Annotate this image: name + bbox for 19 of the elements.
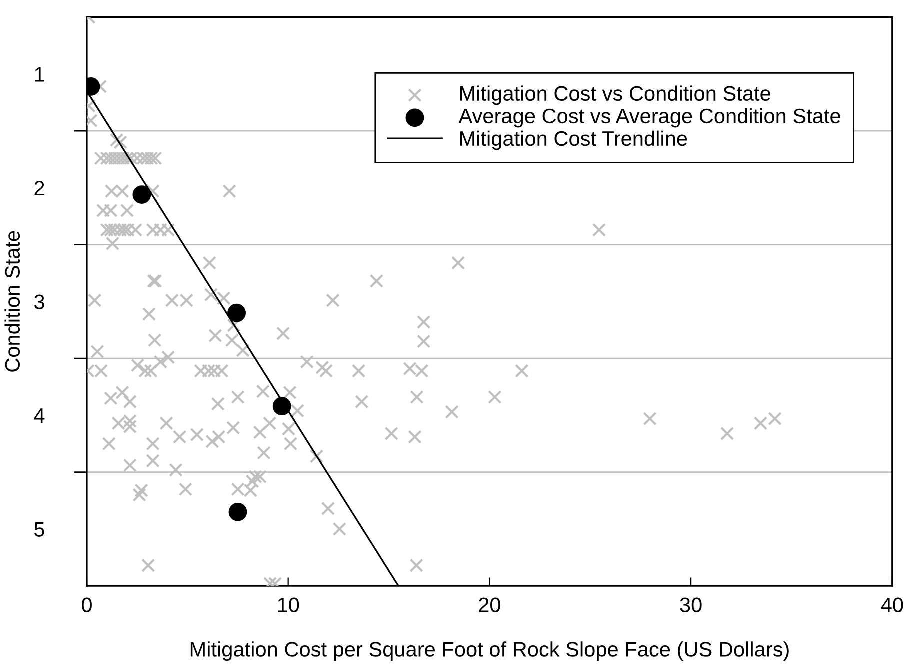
point (272, 397, 292, 416)
x-axis-title: Mitigation Cost per Square Foot of Rock Slope Face (US Dollars) (190, 642, 789, 662)
x-tick-label: 10 (278, 598, 300, 612)
point (228, 502, 248, 522)
legend-label: Mitigation Cost Trendline (460, 130, 688, 150)
y-tick-label: 3 (34, 294, 44, 310)
legend-label: Average Cost vs Average Condition State (458, 108, 840, 128)
x-tick-label: 30 (680, 598, 702, 612)
x-tick-label: 20 (479, 598, 500, 612)
point (228, 304, 246, 322)
y-tick-label: 1 (35, 67, 44, 82)
legend-label: Mitigation Cost vs Condition State (460, 86, 770, 106)
y-tick-label: 2 (34, 180, 44, 196)
y-axis-title: Condition State (4, 231, 20, 372)
point (132, 186, 152, 204)
x-tick-label: 0 (82, 598, 92, 612)
x-tick-label: 40 (881, 598, 904, 612)
y-tick-label: 4 (34, 408, 45, 423)
y-tick-label: 5 (34, 522, 44, 537)
